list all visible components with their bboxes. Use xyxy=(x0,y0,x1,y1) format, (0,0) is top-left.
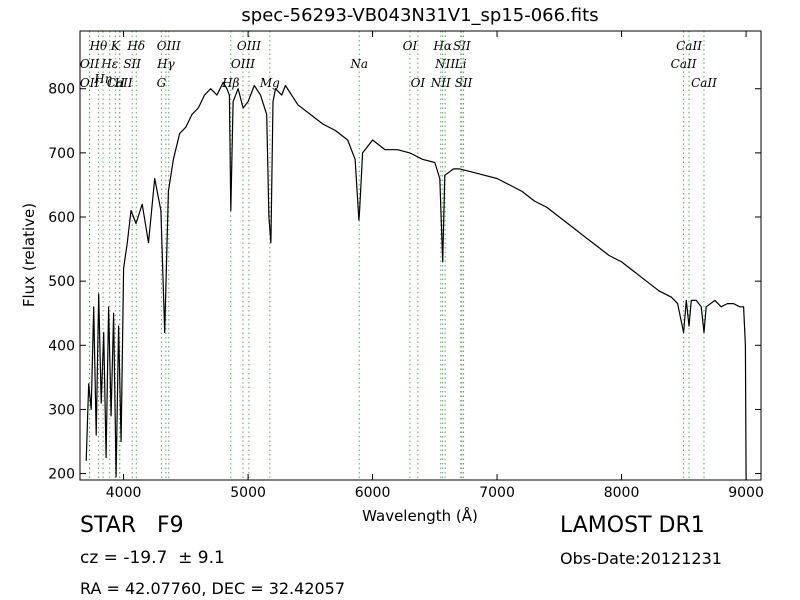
line-marker-label: Hα xyxy=(432,39,452,53)
line-marker-label: Hδ xyxy=(126,39,145,53)
line-marker-label: Hε xyxy=(100,57,118,71)
line-marker-label: K xyxy=(110,39,121,53)
y-tick-label: 500 xyxy=(48,274,75,290)
redshift-value: cz = -19.7 ± 9.1 xyxy=(80,548,225,568)
y-tick-label: 400 xyxy=(48,338,75,354)
line-marker-label: OI xyxy=(411,76,426,90)
survey-name: LAMOST DR1 xyxy=(560,513,705,538)
x-tick-label: 7000 xyxy=(479,485,515,501)
line-marker-label: OIII xyxy=(231,57,255,71)
line-marker-label: G xyxy=(157,76,167,90)
x-tick-label: 8000 xyxy=(604,485,640,501)
coordinates: RA = 42.07760, DEC = 32.42057 xyxy=(80,579,346,598)
line-marker-label: Na xyxy=(349,57,368,71)
line-marker-label: CaII xyxy=(691,76,717,90)
x-axis-label: Wavelength (Å) xyxy=(362,506,478,525)
plot-frame xyxy=(79,30,762,481)
y-tick-label: 600 xyxy=(48,210,75,226)
x-tick-label: 9000 xyxy=(728,485,764,501)
x-tick-label: 5000 xyxy=(230,485,266,501)
line-marker-label: CaII xyxy=(107,76,133,90)
observation-date: Obs-Date:20121231 xyxy=(560,549,722,568)
spectrum-line xyxy=(85,81,747,481)
line-marker-label: OIII xyxy=(157,39,181,53)
line-marker-label: OII xyxy=(80,76,100,90)
chart-title: spec-56293-VB043N31V1_sp15-066.fits xyxy=(241,5,599,26)
plot-area xyxy=(85,81,747,481)
line-marker-label: Li xyxy=(454,57,467,71)
x-tick-label: 6000 xyxy=(355,485,391,501)
y-tick-label: 800 xyxy=(48,82,75,98)
line-marker-label: NII xyxy=(430,76,451,90)
line-marker-label: CaII xyxy=(671,57,697,71)
line-marker-label: Mg xyxy=(259,76,280,90)
line-marker-label: SII xyxy=(455,76,473,90)
y-tick-label: 700 xyxy=(48,146,75,162)
line-marker-label: Hγ xyxy=(156,57,175,71)
y-tick-label: 300 xyxy=(48,402,75,418)
y-tick-label: 200 xyxy=(48,467,75,483)
line-marker-label: Hθ xyxy=(89,39,108,53)
object-class: STAR F9 xyxy=(80,513,184,538)
line-marker-label: OIII xyxy=(237,39,261,53)
line-marker-label: SII xyxy=(453,39,471,53)
line-marker-label: SII xyxy=(123,57,141,71)
line-marker-label: Hη xyxy=(93,72,112,86)
axis-ticks: 4000 5000 6000 7000 8000 9000 200 300 400 500 600 7… xyxy=(48,31,764,501)
x-tick-label: 4000 xyxy=(106,485,142,501)
line-marker-label: NII xyxy=(434,57,455,71)
line-marker-label: CaII xyxy=(676,39,702,53)
line-marker-label: H xyxy=(113,76,125,90)
line-marker-label: OI xyxy=(403,39,418,53)
y-axis-label: Flux (relative) xyxy=(20,203,38,307)
